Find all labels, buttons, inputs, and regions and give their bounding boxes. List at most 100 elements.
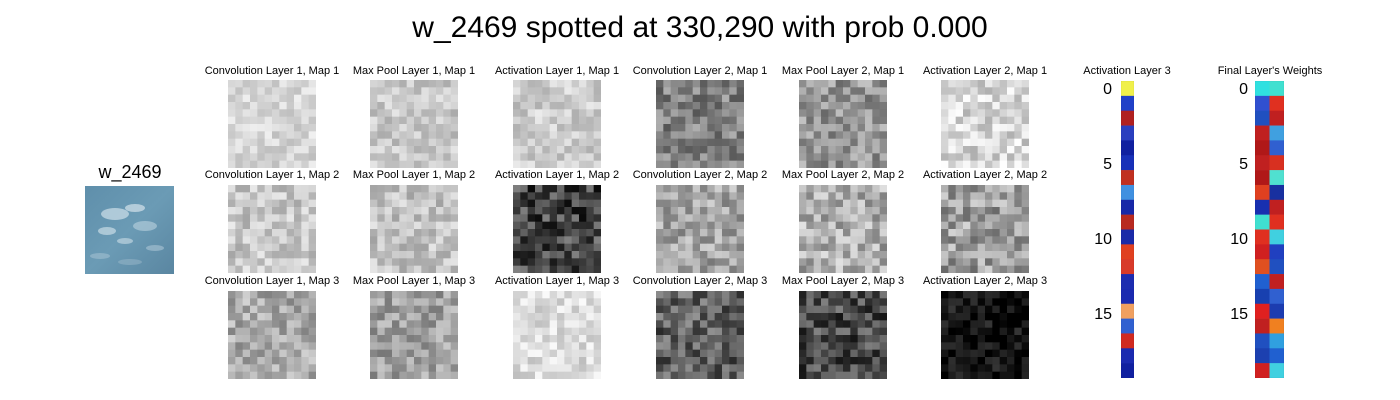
feature-map-cell <box>264 116 273 125</box>
feature-map-cell <box>370 243 378 252</box>
feature-map-cell <box>571 153 580 162</box>
feature-map-cell <box>436 124 444 132</box>
feature-map-cell <box>799 80 807 88</box>
feature-map-cell <box>872 298 881 307</box>
feature-map-cell <box>571 335 580 343</box>
feature-map-cell <box>736 124 744 132</box>
feature-map-cell <box>736 102 744 110</box>
feature-map-cell <box>879 258 887 267</box>
feature-map-image <box>799 185 887 273</box>
feature-map-cell <box>843 221 851 230</box>
feature-map-cell <box>294 313 302 321</box>
feature-map-cell <box>520 94 529 103</box>
feature-map-cell <box>527 221 536 230</box>
feature-map-cell <box>707 357 716 365</box>
feature-map-cell <box>279 185 288 193</box>
feature-map-cell <box>700 327 708 336</box>
feature-map-cell <box>806 109 815 118</box>
feature-map-cell <box>879 342 887 351</box>
feature-map-cell <box>729 207 738 215</box>
feature-map-cell <box>527 291 536 299</box>
feature-map-cell <box>835 265 844 273</box>
feature-map-cell <box>436 80 444 88</box>
feature-map-cell <box>670 87 679 96</box>
feature-map-cell <box>384 160 393 168</box>
feature-map-cell <box>272 102 280 110</box>
feature-map-cell <box>513 320 521 329</box>
feature-map-cell <box>399 138 408 147</box>
feature-map-cell <box>714 116 723 125</box>
feature-map-cell <box>678 102 686 110</box>
feature-map-cell <box>1021 258 1029 267</box>
feature-map-cell <box>872 102 881 110</box>
feature-map-cell <box>970 364 979 373</box>
feature-map-cell <box>656 291 664 299</box>
feature-map-cell <box>370 229 378 237</box>
feature-map-cell <box>264 160 273 168</box>
feature-map-cell <box>428 291 437 299</box>
feature-map-cell <box>656 102 664 110</box>
feature-map-cell <box>593 102 601 110</box>
feature-map-cell <box>850 243 859 252</box>
feature-map-cell <box>1014 305 1023 314</box>
feature-map-cell <box>1007 364 1015 373</box>
feature-map-cell <box>399 236 408 245</box>
feature-map-cell <box>857 160 866 168</box>
heatmap-cell <box>1255 199 1270 215</box>
feature-map-cell <box>678 160 686 168</box>
feature-map-cell <box>406 327 415 336</box>
feature-map-cell <box>242 207 251 215</box>
feature-map-cell <box>828 342 837 351</box>
feature-map-cell <box>399 265 408 273</box>
feature-map-cell <box>985 153 993 162</box>
feature-map-cell <box>414 146 422 154</box>
feature-map-cell <box>235 298 244 307</box>
feature-map-cell <box>264 87 273 96</box>
feature-map-cell <box>843 160 851 168</box>
feature-map-cell <box>406 199 415 208</box>
heatmap-cell <box>1255 155 1270 171</box>
feature-map-cell <box>301 243 310 252</box>
feature-map-cell <box>1007 305 1015 314</box>
feature-map-cell <box>279 124 288 132</box>
feature-map-cell <box>450 102 458 110</box>
feature-map-cell <box>406 94 415 103</box>
feature-map-title: Convolution Layer 2, Map 3 <box>632 275 768 287</box>
feature-map-cell <box>557 357 565 365</box>
feature-map-cell <box>513 199 521 208</box>
feature-map-cell <box>729 116 738 125</box>
feature-map-cell <box>828 258 837 267</box>
feature-map-cell <box>736 349 744 358</box>
feature-map-cell <box>857 313 866 321</box>
feature-map-cell <box>692 313 701 321</box>
feature-map-cell <box>428 94 437 103</box>
feature-map-cell <box>1021 192 1029 201</box>
feature-map-title: Max Pool Layer 1, Map 1 <box>352 65 476 77</box>
feature-map-cell <box>370 364 378 373</box>
feature-map-cell <box>670 94 679 103</box>
feature-map-cell <box>399 153 408 162</box>
feature-map-cell <box>729 229 738 237</box>
feature-map-cell <box>970 349 979 358</box>
feature-map-cell <box>257 207 266 215</box>
feature-map-cell <box>941 320 949 329</box>
feature-map-cell <box>948 313 957 321</box>
feature-map-cell <box>692 291 701 299</box>
feature-map-cell <box>821 258 829 267</box>
feature-map-cell <box>586 357 595 365</box>
activation-layer3-tick: 15 <box>1094 306 1112 323</box>
feature-map-cell <box>443 207 452 215</box>
feature-map-cell <box>707 160 716 168</box>
feature-map-cell <box>835 94 844 103</box>
feature-map-cell <box>970 265 979 273</box>
feature-map-cell <box>308 102 316 110</box>
feature-map-cell <box>1014 364 1023 373</box>
feature-map-cell <box>670 298 679 307</box>
feature-map-cell <box>970 94 979 103</box>
feature-map-cell <box>663 138 672 147</box>
feature-map-cell <box>736 291 744 299</box>
feature-map-cell <box>729 109 738 118</box>
feature-map-cell <box>264 243 273 252</box>
feature-map-cell <box>835 116 844 125</box>
feature-map-cell <box>421 298 430 307</box>
